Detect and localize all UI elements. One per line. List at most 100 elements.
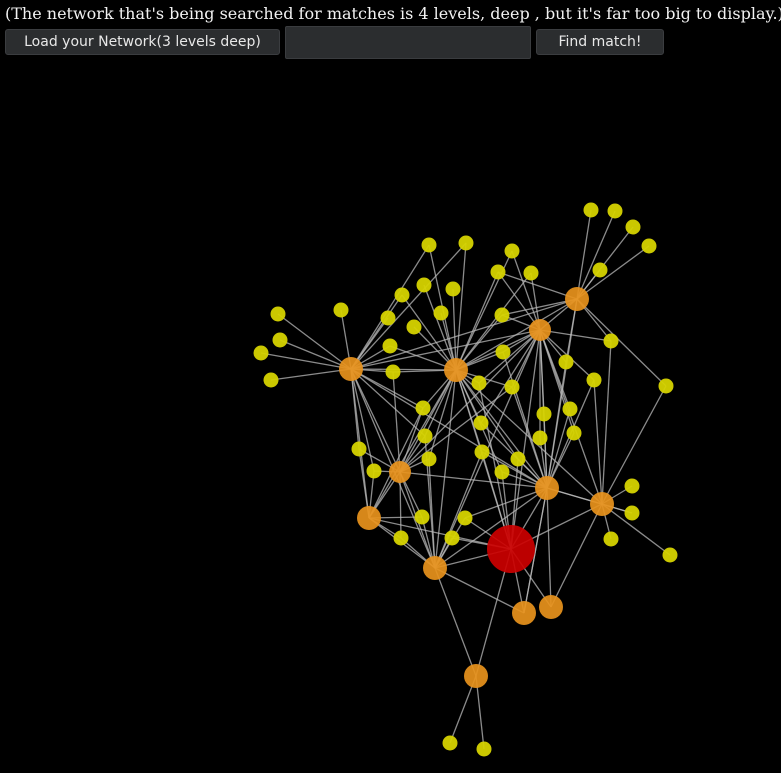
leaf-node[interactable] [476,741,492,757]
leaf-node[interactable] [474,444,490,460]
leaf-node[interactable] [457,510,473,526]
hub-node[interactable] [357,506,381,530]
graph-edge [350,244,430,370]
leaf-node[interactable] [625,219,641,235]
leaf-node[interactable] [272,332,288,348]
leaf-node[interactable] [366,463,382,479]
graph-edge [434,487,548,569]
graph-edge [601,340,612,505]
graph-edge [368,517,512,550]
graph-edge [399,329,541,473]
graph-edge [455,369,512,550]
leaf-node[interactable] [586,372,602,388]
graph-edge [593,379,603,505]
graph-edge [270,368,352,381]
leaf-node[interactable] [385,364,401,380]
leaf-node[interactable] [592,262,608,278]
graph-edge [546,487,552,608]
hub-node[interactable] [389,461,411,483]
graph-edge [392,371,401,473]
leaf-node[interactable] [473,415,489,431]
leaf-node[interactable] [495,344,511,360]
leaf-node[interactable] [270,306,286,322]
leaf-node[interactable] [415,400,431,416]
graph-edge [523,487,548,614]
network-depth-note: (The network that's being searched for m… [5,4,781,23]
leaf-node[interactable] [523,265,539,281]
leaf-node[interactable] [624,478,640,494]
leaf-node[interactable] [414,509,430,525]
leaf-node[interactable] [445,281,461,297]
graph-edge [350,242,467,370]
leaf-node[interactable] [351,441,367,457]
leaf-node[interactable] [458,235,474,251]
leaf-node[interactable] [421,237,437,253]
leaf-node[interactable] [421,451,437,467]
graph-edge [350,368,426,437]
hub-node[interactable] [565,287,589,311]
leaf-node[interactable] [442,735,458,751]
leaf-node[interactable] [624,505,640,521]
hub-node[interactable] [464,664,488,688]
leaf-node[interactable] [641,238,657,254]
leaf-node[interactable] [510,451,526,467]
hub-node[interactable] [590,492,614,516]
leaf-node[interactable] [566,425,582,441]
hub-node[interactable] [535,476,559,500]
leaf-node[interactable] [504,379,520,395]
hub-node[interactable] [512,601,536,625]
find-match-button[interactable]: Find match! [536,29,664,55]
leaf-node[interactable] [603,333,619,349]
leaf-node[interactable] [494,307,510,323]
leaf-node[interactable] [406,319,422,335]
leaf-node[interactable] [494,464,510,480]
leaf-node[interactable] [394,287,410,303]
graph-edge [475,675,485,750]
leaf-node[interactable] [380,310,396,326]
hub-node[interactable] [444,358,468,382]
graph-edge [510,329,541,550]
leaf-node[interactable] [603,531,619,547]
leaf-node[interactable] [471,375,487,391]
graph-edge [424,369,457,437]
match-query-input[interactable] [285,26,531,59]
leaf-node[interactable] [532,430,548,446]
leaf-node[interactable] [558,354,574,370]
graph-edge [511,386,548,489]
leaf-node[interactable] [607,203,623,219]
graph-edge [576,298,667,387]
leaf-node[interactable] [417,428,433,444]
graph-edge [401,294,457,371]
hub-node[interactable] [529,319,551,341]
leaf-node[interactable] [562,401,578,417]
leaf-node[interactable] [333,302,349,318]
leaf-node[interactable] [263,372,279,388]
graph-edge [601,503,671,556]
leaf-node[interactable] [253,345,269,361]
graph-edge [497,271,578,300]
leaf-node[interactable] [658,378,674,394]
leaf-node[interactable] [416,277,432,293]
leaf-node[interactable] [536,406,552,422]
leaf-node[interactable] [490,264,506,280]
leaf-node[interactable] [444,530,460,546]
leaf-node[interactable] [382,338,398,354]
graph-edge [350,368,401,473]
leaf-node[interactable] [662,547,678,563]
hub-node[interactable] [339,357,363,381]
graph-edge [601,385,667,505]
graph-edge [550,503,603,608]
graph-edge [576,209,592,300]
graph-edge [501,298,578,316]
match-node[interactable] [487,525,535,573]
leaf-node[interactable] [583,202,599,218]
leaf-node[interactable] [504,243,520,259]
graph-edge [539,329,603,505]
leaf-node[interactable] [393,530,409,546]
hub-node[interactable] [539,595,563,619]
hub-node[interactable] [423,556,447,580]
graph-edge [350,368,457,371]
leaf-node[interactable] [433,305,449,321]
load-network-button[interactable]: Load your Network(3 levels deep) [5,29,280,55]
